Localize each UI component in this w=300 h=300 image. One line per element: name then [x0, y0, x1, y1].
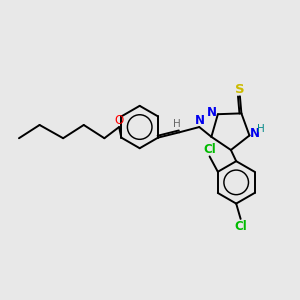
Text: N: N [206, 106, 216, 119]
Text: S: S [235, 83, 245, 96]
Text: O: O [115, 114, 124, 127]
Text: N: N [250, 127, 260, 140]
Text: Cl: Cl [203, 142, 216, 156]
Text: Cl: Cl [234, 220, 247, 233]
Text: H: H [173, 119, 181, 129]
Text: N: N [195, 114, 205, 127]
Text: H: H [257, 124, 265, 134]
